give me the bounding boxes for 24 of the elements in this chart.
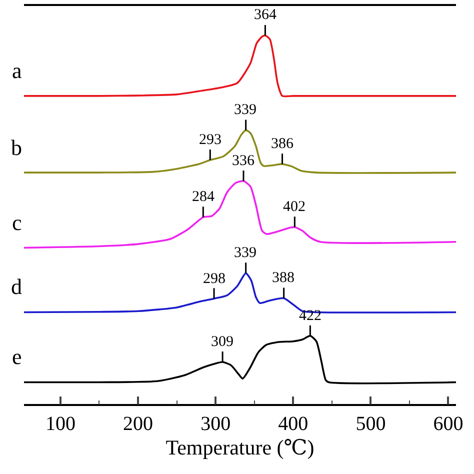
series-label: a <box>12 58 22 83</box>
annotation: 339 <box>234 245 256 261</box>
annotation: 388 <box>272 270 294 286</box>
x-tick-label: 400 <box>278 412 308 435</box>
annotation: 309 <box>211 334 234 350</box>
annotation: 293 <box>199 132 222 148</box>
annotation: 386 <box>271 136 294 152</box>
series-label: c <box>12 210 22 235</box>
series-label: d <box>11 274 22 299</box>
annotation: 284 <box>192 189 215 205</box>
x-axis-title: Temperature (℃) <box>166 435 314 460</box>
x-tick-label: 100 <box>45 412 76 435</box>
x-tick-label: 300 <box>200 412 231 435</box>
x-tick-label: 600 <box>433 412 464 435</box>
annotation: 336 <box>232 153 255 169</box>
series-label: e <box>12 344 22 369</box>
annotation: 364 <box>254 7 277 23</box>
x-tick-label: 500 <box>356 412 386 435</box>
annotation: 339 <box>234 102 256 118</box>
x-tick-label: 200 <box>123 412 154 435</box>
annotation: 298 <box>203 271 226 287</box>
annotation: 422 <box>299 308 322 324</box>
annotation: 402 <box>283 199 306 215</box>
series-label: b <box>11 135 22 160</box>
